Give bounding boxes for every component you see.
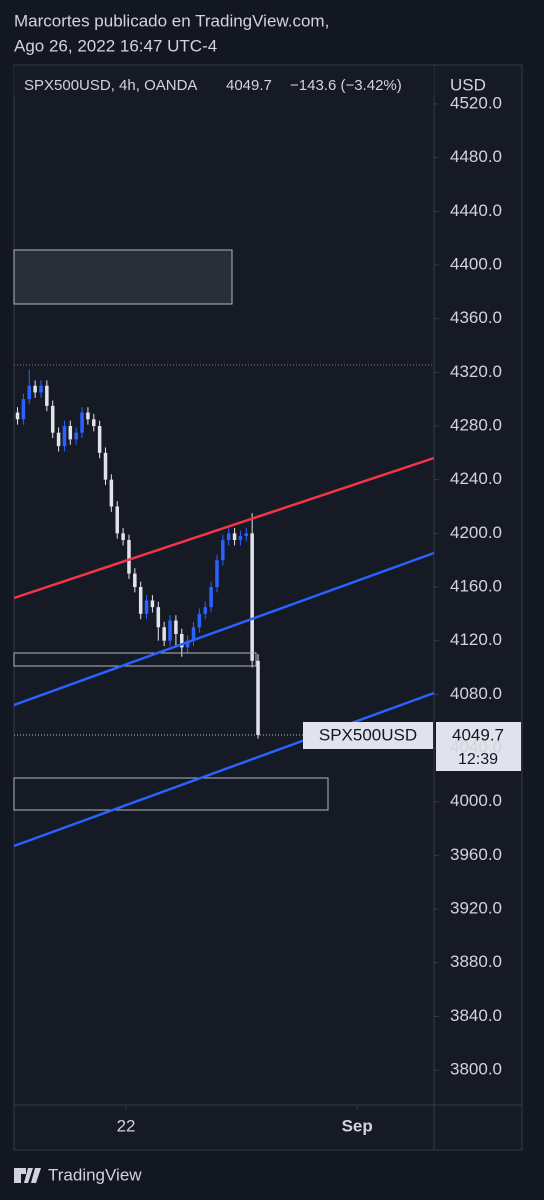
y-tick-label: 3960.0 [450, 845, 502, 864]
candle-body [197, 613, 202, 628]
zone-box [13, 249, 233, 305]
candle-body [39, 385, 43, 393]
candle-body [168, 620, 172, 641]
y-tick-label: 4080.0 [450, 684, 502, 703]
trend-line [13, 456, 435, 600]
trend-line [13, 551, 435, 707]
candle-body [191, 627, 196, 641]
legend-bg [14, 66, 434, 96]
y-tick-label: 4200.0 [450, 523, 502, 542]
y-tick-label: 4280.0 [450, 415, 502, 434]
candle-body [174, 620, 178, 634]
candle-body [226, 533, 231, 541]
trend-line [13, 691, 435, 848]
candle-body [115, 506, 119, 534]
y-tick-label: 3920.0 [450, 899, 502, 918]
legend-change: −143.6 (−3.42%) [290, 77, 402, 94]
currency-bg [435, 66, 521, 96]
candle-body [33, 385, 37, 393]
candle-body [250, 533, 254, 661]
candle-body [238, 536, 243, 541]
x-tick-label: 22 [117, 1116, 136, 1135]
candle-body [21, 399, 26, 420]
candle-body [156, 607, 161, 628]
last-price: 4049.7 [452, 725, 504, 744]
zone-box [13, 652, 257, 667]
x-tick-label: Sep [342, 1116, 373, 1135]
candle-body [221, 540, 225, 561]
ticker: SPX500USD [319, 725, 417, 744]
candle-body [92, 419, 96, 426]
author: Marcortes publicado en TradingView.com, [14, 11, 329, 30]
ticker-tag [303, 722, 433, 749]
y-tick-label: 4160.0 [450, 576, 502, 595]
candle-body [15, 412, 20, 420]
candle-body [80, 412, 84, 433]
chart-frame [13, 64, 523, 1151]
candle-body [209, 587, 213, 608]
candle-body [133, 573, 137, 588]
candle-body [232, 533, 237, 541]
candle-body [97, 425, 102, 453]
candle-body [162, 627, 166, 641]
y-tick-label: 4400.0 [450, 254, 502, 273]
candle-body [86, 412, 90, 420]
candle-body [56, 432, 61, 447]
candle-body [27, 385, 32, 400]
y-tick-label: 4120.0 [450, 630, 502, 649]
candle-body [138, 587, 143, 614]
candle-body [74, 432, 78, 440]
legend-symbol: SPX500USD, 4h, OANDA [24, 77, 197, 94]
brand: TradingView [48, 1165, 142, 1184]
candle-body [144, 600, 149, 614]
candle-body [203, 607, 207, 614]
candle-body [244, 533, 249, 537]
candle-body [109, 479, 114, 507]
candle-body [185, 640, 190, 648]
candle-body [256, 660, 260, 736]
zone-box [13, 777, 329, 811]
price-tag: SPX500USD 4049.7 12:39 [303, 722, 521, 771]
currency: USD [450, 75, 486, 94]
y-tick-label: 3800.0 [450, 1060, 502, 1079]
candle-body [150, 600, 155, 608]
candle-body [180, 633, 184, 648]
y-tick-label: 4520.0 [450, 93, 502, 112]
y-tick-label: 4360.0 [450, 308, 502, 327]
y-tick-label: 4240.0 [450, 469, 502, 488]
candle-body [103, 452, 108, 480]
y-tick-label: 4440.0 [450, 201, 502, 220]
y-tick-label: 4320.0 [450, 362, 502, 381]
y-tick-label: 4000.0 [450, 791, 502, 810]
legend-price: 4049.7 [226, 77, 272, 94]
candle-body [50, 405, 55, 433]
candle-body [121, 533, 125, 541]
candle-body [215, 560, 219, 588]
y-tick-label: 3880.0 [450, 952, 502, 971]
candle-body [127, 540, 131, 574]
y-tick-label: 4480.0 [450, 147, 502, 166]
date: Ago 26, 2022 16:47 UTC-4 [14, 36, 217, 55]
y-tick-label: 4040.0 [450, 738, 502, 757]
candle-body [62, 425, 67, 447]
countdown: 12:39 [458, 751, 498, 768]
candle-body [45, 385, 49, 406]
plot [14, 103, 439, 1109]
logo [14, 1168, 41, 1183]
y-tick-label: 3840.0 [450, 1006, 502, 1025]
candle-body [68, 425, 73, 440]
price-tag-box [436, 722, 521, 771]
